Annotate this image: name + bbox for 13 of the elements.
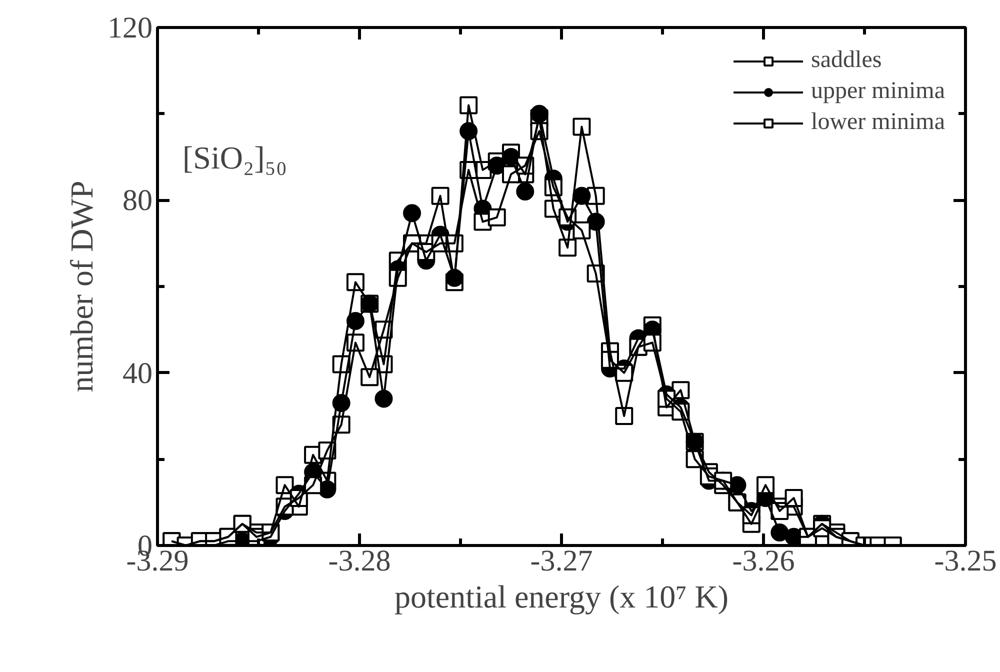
legend-label: upper minima xyxy=(811,78,945,105)
x-tick-label: -3.25 xyxy=(934,544,997,578)
annotation: [SiO₂]₅₀ xyxy=(182,140,288,176)
x-tick-label: -3.26 xyxy=(732,544,795,578)
y-tick-label: 120 xyxy=(108,12,152,44)
x-axis-title: potential energy (x 10⁷ K) xyxy=(394,578,729,614)
y-tick-label: 80 xyxy=(122,184,152,218)
legend-label: saddles xyxy=(811,47,882,74)
y-axis-title: number of DWP xyxy=(64,180,100,392)
legend-label: lower minima xyxy=(811,109,945,136)
x-tick-label: -3.28 xyxy=(328,544,391,578)
y-tick-label: 40 xyxy=(122,356,152,390)
x-tick-label: -3.27 xyxy=(530,544,593,578)
